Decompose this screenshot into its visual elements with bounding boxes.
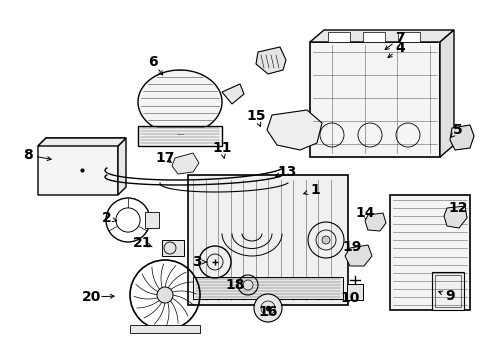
Bar: [431, 272, 463, 310]
Text: 8: 8: [23, 148, 33, 162]
Text: 15: 15: [246, 109, 265, 123]
Bar: [327, 32, 349, 42]
Polygon shape: [309, 30, 453, 42]
Text: 5: 5: [452, 123, 462, 137]
Circle shape: [243, 280, 252, 290]
Polygon shape: [345, 245, 371, 266]
Text: 9: 9: [444, 289, 454, 303]
Text: 10: 10: [340, 291, 359, 305]
Bar: [138, 126, 222, 146]
Text: 18: 18: [225, 278, 244, 292]
Polygon shape: [439, 30, 453, 157]
Text: 7: 7: [394, 31, 404, 45]
Bar: [397, 32, 419, 42]
Polygon shape: [443, 206, 466, 228]
Polygon shape: [266, 110, 321, 150]
Text: 16: 16: [258, 305, 277, 319]
Polygon shape: [118, 138, 126, 195]
Text: 3: 3: [192, 255, 202, 269]
Bar: [193, 277, 342, 299]
Circle shape: [253, 294, 282, 322]
Polygon shape: [364, 213, 385, 231]
Bar: [162, 240, 183, 256]
Text: 13: 13: [277, 165, 296, 179]
Polygon shape: [256, 47, 285, 74]
Polygon shape: [38, 138, 126, 146]
Polygon shape: [222, 84, 244, 104]
Polygon shape: [449, 125, 473, 150]
Polygon shape: [172, 153, 199, 174]
Bar: [309, 42, 439, 157]
Circle shape: [157, 287, 173, 303]
Bar: [434, 275, 460, 307]
Text: 14: 14: [354, 206, 374, 220]
Text: 19: 19: [342, 240, 361, 254]
Text: 1: 1: [309, 183, 319, 197]
Bar: [187, 175, 347, 305]
Text: 20: 20: [82, 290, 102, 304]
Polygon shape: [38, 138, 126, 195]
Text: 6: 6: [148, 55, 158, 69]
Text: 11: 11: [212, 141, 231, 155]
Text: 17: 17: [155, 151, 174, 165]
Bar: [346, 284, 362, 300]
Bar: [130, 325, 200, 333]
Circle shape: [321, 236, 329, 244]
Text: 4: 4: [394, 41, 404, 55]
Text: 12: 12: [447, 201, 467, 215]
Text: 2: 2: [102, 211, 112, 225]
Polygon shape: [138, 70, 222, 134]
Bar: [362, 32, 384, 42]
Bar: [145, 212, 159, 228]
Bar: [389, 195, 469, 310]
Text: 21: 21: [133, 236, 152, 250]
